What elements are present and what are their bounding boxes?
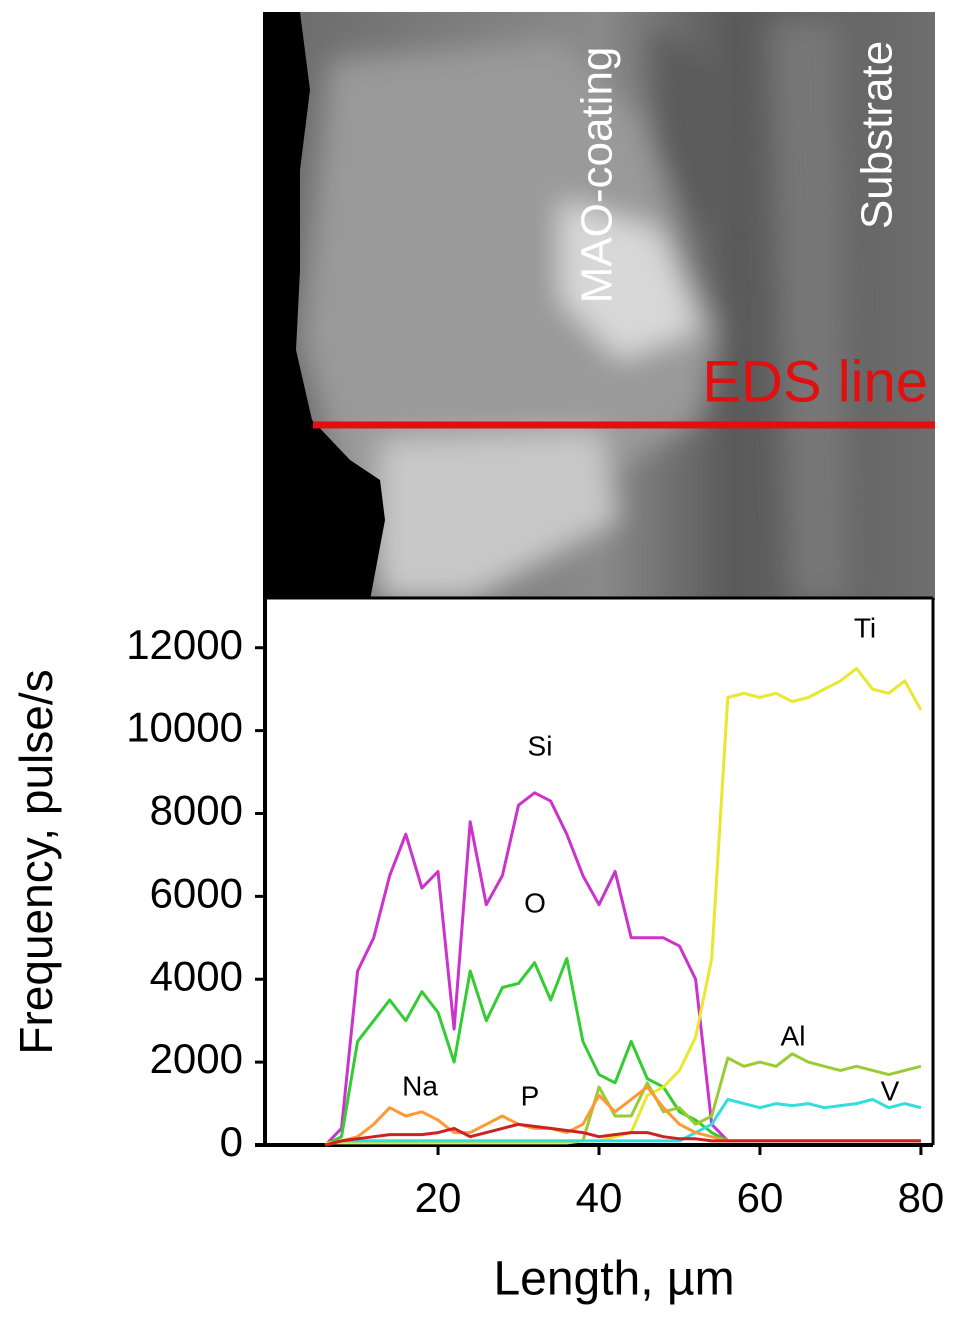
x-tick-label: 20 — [415, 1174, 462, 1221]
x-tick-label: 60 — [737, 1174, 784, 1221]
series-label: V — [881, 1075, 900, 1106]
series-label: O — [524, 887, 546, 918]
y-tick-label: 0 — [220, 1118, 243, 1165]
layer-label: MAO-coating — [573, 47, 622, 304]
x-tick-label: 80 — [898, 1174, 945, 1221]
x-axis-title: Length, µm — [493, 1253, 734, 1306]
x-tick-label: 40 — [576, 1174, 623, 1221]
y-tick-label: 8000 — [150, 787, 243, 834]
y-axis-title: Frequency, pulse/s — [10, 669, 62, 1054]
series-label: Ti — [854, 612, 876, 643]
eds-label: EDS line — [702, 349, 928, 414]
y-tick-label: 2000 — [150, 1035, 243, 1082]
sem-image — [263, 12, 935, 600]
y-tick-label: 6000 — [150, 869, 243, 916]
series-label: Na — [402, 1070, 438, 1101]
y-tick-label: 4000 — [150, 952, 243, 999]
series-label: Al — [781, 1020, 806, 1051]
series-line — [325, 1122, 921, 1147]
series-line — [325, 1097, 922, 1147]
y-tick-label: 12000 — [126, 621, 243, 668]
series-label: P — [521, 1080, 540, 1111]
series-label: Si — [528, 730, 553, 761]
plot-area — [265, 598, 933, 1145]
y-tick-label: 10000 — [126, 704, 243, 751]
layer-label: Substrate — [853, 41, 902, 229]
